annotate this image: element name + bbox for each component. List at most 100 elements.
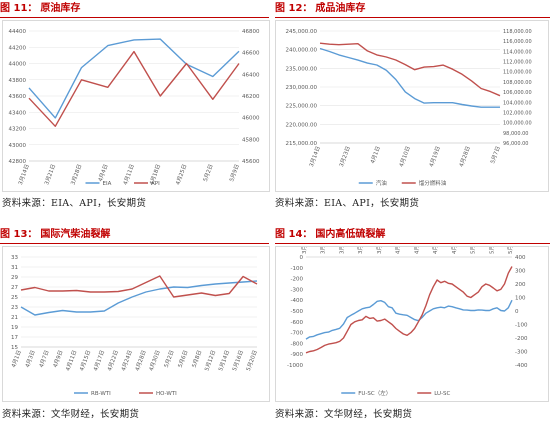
legend-label: LU-SC	[434, 391, 450, 397]
left-tick-label: -400	[291, 298, 304, 304]
legend-label: API	[151, 181, 160, 187]
source-note: 资料来源：EIA、API，长安期货	[2, 198, 147, 209]
right-tick-label: 46800	[242, 29, 260, 35]
left-tick-label: 43200	[9, 127, 27, 133]
x-tick-label: 5月5日	[470, 247, 477, 254]
right-tick-label: -400	[515, 363, 528, 369]
series-line-1	[305, 299, 513, 340]
panel-gasoline-diesel-crack: 图 13： 国际汽柴油裂解 33 31 29 27 25 23 21 19 17 15 4月1日 4月3…	[0, 226, 270, 423]
x-tick-label: 4月22日	[106, 349, 120, 372]
x-tick-label: 5月14日	[217, 349, 231, 372]
x-tick-label: 4月28日	[458, 145, 472, 168]
legend-label: FU-SC（左）	[358, 389, 391, 397]
left-tick-label: 21	[11, 315, 18, 321]
x-tick-label: 5月16日	[231, 349, 245, 372]
left-tick-label: 220,000.00	[286, 122, 318, 128]
x-tick-label: 3月10日	[320, 247, 327, 254]
source-note: 资料来源：文华财经，长安期货	[275, 409, 413, 420]
x-tick-label: 4月11日	[122, 163, 136, 186]
x-tick-label: 5月9日	[228, 163, 241, 182]
x-tick-label: 3月23日	[338, 145, 352, 168]
x-tick-label: 4月1日	[10, 349, 23, 368]
x-tick-label: 4月1日	[369, 145, 382, 164]
right-tick-label: -100	[515, 323, 528, 329]
x-tick-label: 4月4日	[97, 163, 110, 182]
x-tick-label: 3月17日	[338, 247, 345, 254]
right-tick-label: 400	[515, 255, 526, 261]
left-tick-label: 240,000.00	[286, 48, 318, 54]
panel-fuel-oil-crack: 图 14： 国内高低硫裂解 0 -100 -200 -300 -400 -500 -600 -7…	[275, 226, 550, 423]
left-tick-label: -200	[291, 277, 304, 283]
panel-title: 图 14： 国内高低硫裂解	[275, 226, 550, 244]
left-tick-label: 43000	[9, 143, 27, 149]
x-tick-label: 5月2日	[202, 163, 215, 182]
right-tick-label: 112,000.00	[503, 60, 532, 66]
x-tick-label: 4月17日	[92, 349, 106, 372]
left-tick-label: -1000	[287, 363, 303, 369]
left-tick-label: 17	[11, 335, 18, 341]
x-tick-label: 4月9日	[52, 349, 65, 368]
x-tick-label: 4月25日	[174, 163, 188, 186]
legend-label: 馏分燃料油	[419, 179, 447, 187]
right-tick-label: -200	[515, 336, 528, 342]
right-tick-label: 106,000.00	[503, 90, 532, 96]
right-tick-label: 200	[515, 282, 526, 288]
panel-crude-inventory: 图 11： 原油库存 44400 44200 44000 43800 43600 43400…	[0, 0, 270, 210]
x-tick-label: 4月19日	[428, 145, 442, 168]
x-tick-label: 4月28日	[134, 349, 148, 372]
left-tick-label: 44400	[9, 29, 27, 35]
legend-label: EIA	[103, 181, 112, 187]
left-tick-label: 23	[11, 305, 18, 311]
x-tick-label: 3月24日	[357, 247, 364, 254]
right-tick-label: 116,000.00	[503, 39, 532, 45]
chart-crude-inventory: 44400 44200 44000 43800 43600 43400 43200 43000…	[2, 20, 270, 192]
right-tick-label: 45600	[242, 159, 260, 165]
left-tick-label: 25	[11, 295, 18, 301]
right-tick-label: 114,000.00	[503, 49, 532, 55]
right-tick-label: 108,000.00	[503, 80, 532, 86]
series-line-1	[20, 280, 258, 316]
x-tick-label: 5月19日	[507, 247, 514, 254]
x-tick-label: 5月20日	[245, 349, 259, 372]
right-tick-label: 45800	[242, 137, 260, 143]
right-tick-label: 0	[515, 309, 519, 315]
chart-svg: 0 -100 -200 -300 -400 -500 -600 -700 -800 -900 -10…	[287, 247, 528, 397]
series-line-2	[20, 275, 258, 298]
left-tick-label: -800	[291, 341, 304, 347]
x-tick-label: 4月3日	[24, 349, 37, 368]
panel-title: 图 13： 国际汽柴油裂解	[0, 226, 269, 244]
series-line-1	[319, 47, 500, 108]
chart-product-inventory: 245,000.00 240,000.00 235,000.00 230,000.00…	[275, 20, 549, 192]
left-tick-label: 42800	[9, 159, 27, 165]
x-tick-label: 4月30日	[148, 349, 162, 372]
right-tick-label: 102,000.00	[503, 110, 532, 116]
chart-svg: 245,000.00 240,000.00 235,000.00 230,000.00…	[286, 29, 532, 187]
x-tick-label: 5月2日	[163, 349, 176, 368]
chart-svg: 44400 44200 44000 43800 43600 43400 43200 43000…	[9, 29, 260, 187]
legend-label: RB-WTI	[91, 391, 111, 397]
left-tick-label: 27	[11, 285, 18, 291]
x-tick-label: 4月7日	[395, 247, 402, 254]
right-tick-label: 46600	[242, 51, 260, 57]
x-tick-label: 4月21日	[432, 247, 439, 254]
left-tick-label: 245,000.00	[286, 29, 318, 35]
x-tick-label: 3月3日	[301, 247, 308, 254]
x-tick-label: 5月6日	[177, 349, 190, 368]
left-tick-label: 0	[300, 255, 304, 261]
left-tick-label: 225,000.00	[286, 104, 318, 110]
right-tick-label: 104,000.00	[503, 100, 532, 106]
x-tick-label: 5月12日	[203, 349, 217, 372]
source-note: 资料来源：文华财经，长安期货	[2, 409, 140, 420]
chart-fuel-oil-crack: 0 -100 -200 -300 -400 -500 -600 -700 -800 -900 -10…	[275, 246, 549, 402]
x-tick-label: 4月15日	[78, 349, 92, 372]
left-tick-label: 44200	[9, 45, 27, 51]
legend-label: 汽油	[376, 179, 388, 187]
left-tick-label: 15	[11, 345, 18, 351]
right-tick-label: 96,000.00	[503, 141, 528, 147]
series-line-2	[319, 42, 501, 97]
x-tick-label: 4月14日	[413, 247, 420, 254]
left-tick-label: 19	[11, 325, 18, 331]
series-line-2	[28, 50, 240, 128]
x-tick-label: 5月8日	[191, 349, 204, 368]
